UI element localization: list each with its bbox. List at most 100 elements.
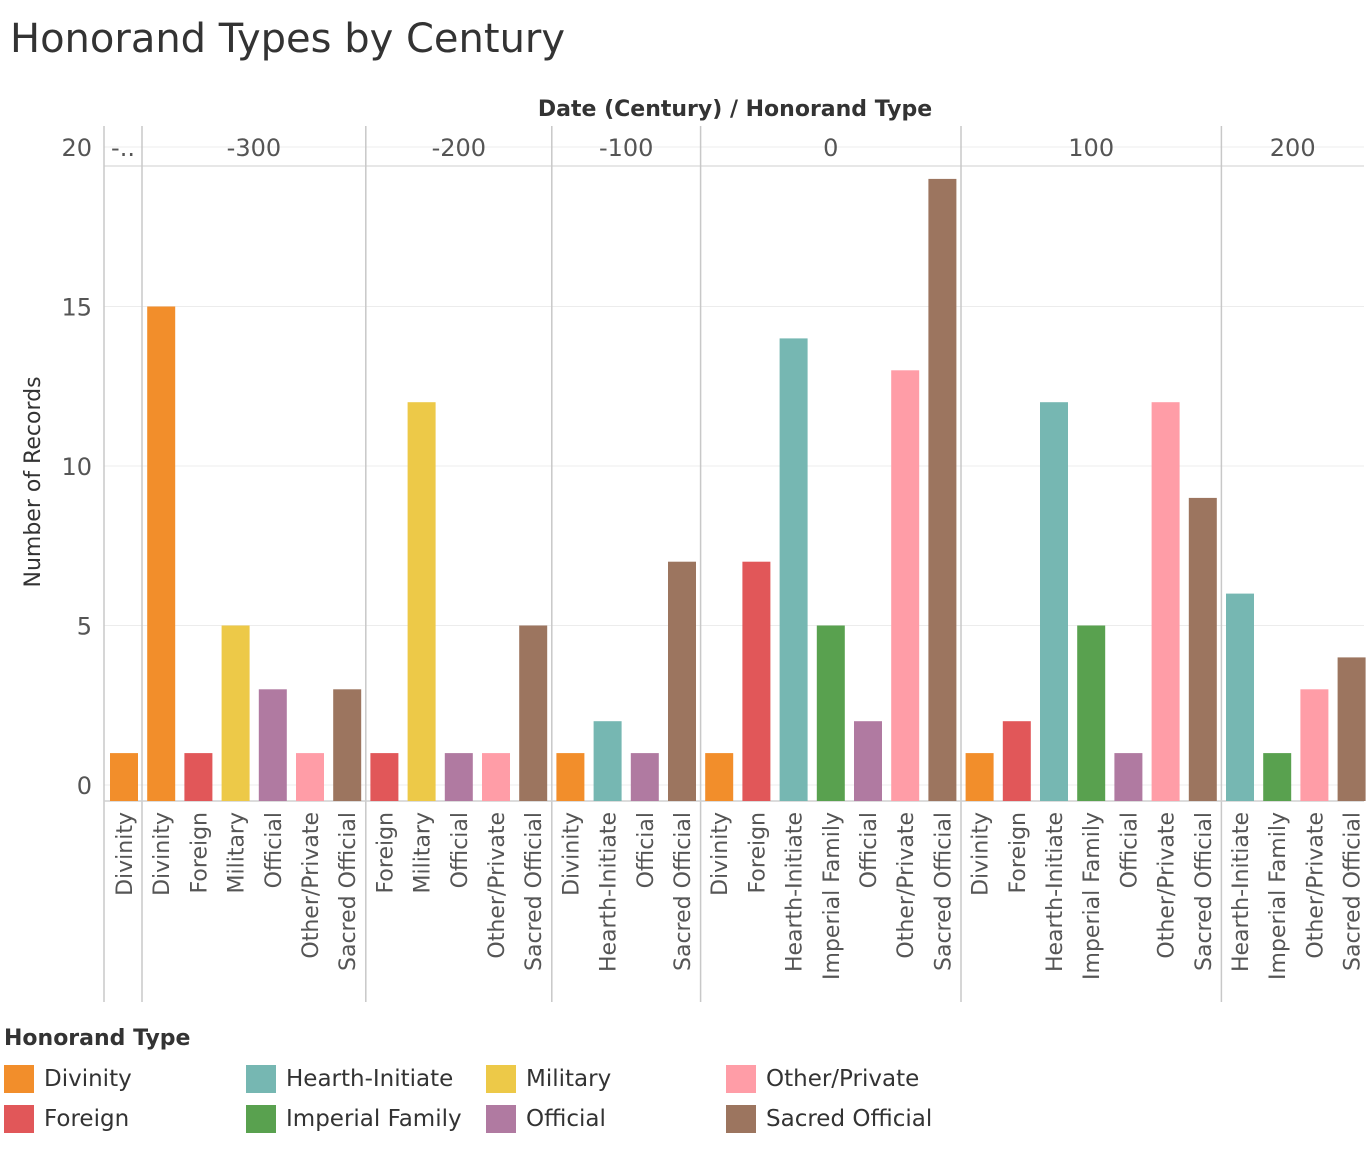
century-header: 0 bbox=[823, 134, 838, 162]
category-label: Official bbox=[262, 812, 287, 888]
header-axis-label: Date (Century) / Honorand Type bbox=[538, 97, 932, 122]
legend-swatch bbox=[4, 1065, 34, 1093]
legend-item[interactable]: Official bbox=[486, 1104, 606, 1134]
legend-label: Other/Private bbox=[766, 1066, 920, 1092]
y-tick-label: 10 bbox=[61, 453, 92, 481]
legend-item[interactable]: Sacred Official bbox=[726, 1104, 932, 1134]
category-label: Official bbox=[857, 812, 882, 888]
bar[interactable] bbox=[1002, 721, 1031, 801]
category-label: Sacred Official bbox=[522, 812, 547, 971]
legend-item[interactable]: Hearth-Initiate bbox=[246, 1064, 453, 1094]
category-label: Imperial Family bbox=[1080, 812, 1105, 980]
century-header: -100 bbox=[599, 134, 653, 162]
category-label: Official bbox=[1117, 812, 1142, 888]
legend-item[interactable]: Divinity bbox=[4, 1064, 132, 1094]
bar[interactable] bbox=[296, 753, 324, 801]
century-header: 200 bbox=[1270, 134, 1316, 162]
category-label: Sacred Official bbox=[1192, 812, 1217, 971]
category-label: Official bbox=[634, 812, 659, 888]
category-label: Other/Private bbox=[1303, 812, 1328, 959]
bar[interactable] bbox=[1040, 402, 1068, 801]
legend-label: Sacred Official bbox=[766, 1106, 933, 1132]
category-label: Other/Private bbox=[894, 812, 919, 959]
category-label: Hearth-Initiate bbox=[1229, 812, 1254, 972]
category-label: Foreign bbox=[373, 812, 398, 893]
bar[interactable] bbox=[1263, 753, 1292, 801]
bar[interactable] bbox=[593, 721, 622, 801]
legend-label: Imperial Family bbox=[286, 1106, 462, 1132]
bar[interactable] bbox=[965, 753, 994, 801]
legend-label: Hearth-Initiate bbox=[286, 1066, 454, 1092]
category-label: Divinity bbox=[708, 812, 733, 896]
century-header: 100 bbox=[1068, 134, 1114, 162]
y-tick-label: 5 bbox=[77, 613, 92, 641]
category-label: Other/Private bbox=[1155, 812, 1180, 959]
bar[interactable] bbox=[556, 753, 585, 801]
category-label: Other/Private bbox=[485, 812, 510, 959]
legend-swatch bbox=[486, 1065, 516, 1093]
bar[interactable] bbox=[854, 721, 882, 801]
bar[interactable] bbox=[184, 753, 213, 801]
legend-label: Official bbox=[526, 1106, 606, 1132]
bar[interactable] bbox=[333, 689, 362, 801]
category-label: Military bbox=[411, 812, 436, 894]
y-tick-label: 15 bbox=[61, 294, 92, 322]
bar[interactable] bbox=[742, 561, 771, 801]
bar[interactable] bbox=[891, 370, 920, 801]
bar[interactable] bbox=[668, 561, 696, 801]
legend: Honorand Type Divinity Foreign Hearth-Init… bbox=[0, 1026, 1368, 1166]
category-label: Foreign bbox=[745, 812, 770, 893]
chart-title: Honorand Types by Century bbox=[10, 16, 566, 62]
bar[interactable] bbox=[519, 625, 548, 802]
legend-item[interactable]: Other/Private bbox=[726, 1064, 919, 1094]
bar[interactable] bbox=[370, 753, 399, 801]
category-label: Sacred Official bbox=[671, 812, 696, 971]
bar[interactable] bbox=[407, 402, 436, 801]
bar[interactable] bbox=[630, 753, 659, 801]
bar[interactable] bbox=[1226, 593, 1254, 801]
bar[interactable] bbox=[221, 625, 250, 802]
legend-item[interactable]: Imperial Family bbox=[246, 1104, 462, 1134]
legend-swatch bbox=[726, 1105, 756, 1133]
category-label: Hearth-Initiate bbox=[597, 812, 622, 972]
category-label: Divinity bbox=[559, 812, 584, 896]
bar[interactable] bbox=[928, 178, 957, 801]
legend-label: Foreign bbox=[44, 1106, 130, 1132]
bar-chart: Date (Century) / Honorand Type Number of … bbox=[21, 97, 1366, 1002]
category-label: Sacred Official bbox=[931, 812, 956, 971]
bar[interactable] bbox=[1151, 402, 1180, 801]
legend-swatch bbox=[4, 1105, 34, 1133]
category-label: Divinity bbox=[969, 812, 994, 896]
y-axis-label: Number of Records bbox=[21, 376, 46, 587]
bar[interactable] bbox=[482, 753, 510, 801]
category-label: Foreign bbox=[1006, 812, 1031, 893]
category-label: Hearth-Initiate bbox=[783, 812, 808, 972]
bar[interactable] bbox=[1188, 497, 1217, 801]
y-tick-label: 20 bbox=[61, 134, 92, 162]
legend-item[interactable]: Foreign bbox=[4, 1104, 129, 1134]
legend-swatch bbox=[726, 1065, 756, 1093]
bar[interactable] bbox=[110, 753, 138, 801]
category-label: Sacred Official bbox=[1341, 812, 1366, 971]
bar[interactable] bbox=[779, 338, 808, 801]
legend-swatch bbox=[486, 1105, 516, 1133]
bar[interactable] bbox=[816, 625, 845, 802]
category-label: Sacred Official bbox=[336, 812, 361, 971]
category-label: Official bbox=[448, 812, 473, 888]
bar[interactable] bbox=[1077, 625, 1106, 802]
category-label: Foreign bbox=[187, 812, 212, 893]
category-label: Other/Private bbox=[299, 812, 324, 959]
bar[interactable] bbox=[1114, 753, 1143, 801]
legend-swatch bbox=[246, 1065, 276, 1093]
bar[interactable] bbox=[147, 306, 176, 802]
category-label: Imperial Family bbox=[820, 812, 845, 980]
category-label: Divinity bbox=[150, 812, 175, 896]
legend-item[interactable]: Military bbox=[486, 1064, 611, 1094]
category-label: Military bbox=[225, 812, 250, 894]
bar[interactable] bbox=[1300, 689, 1329, 801]
bar[interactable] bbox=[1337, 657, 1366, 801]
bar[interactable] bbox=[705, 753, 734, 801]
category-label: Divinity bbox=[113, 812, 138, 896]
bar[interactable] bbox=[258, 689, 287, 801]
bar[interactable] bbox=[444, 753, 473, 801]
